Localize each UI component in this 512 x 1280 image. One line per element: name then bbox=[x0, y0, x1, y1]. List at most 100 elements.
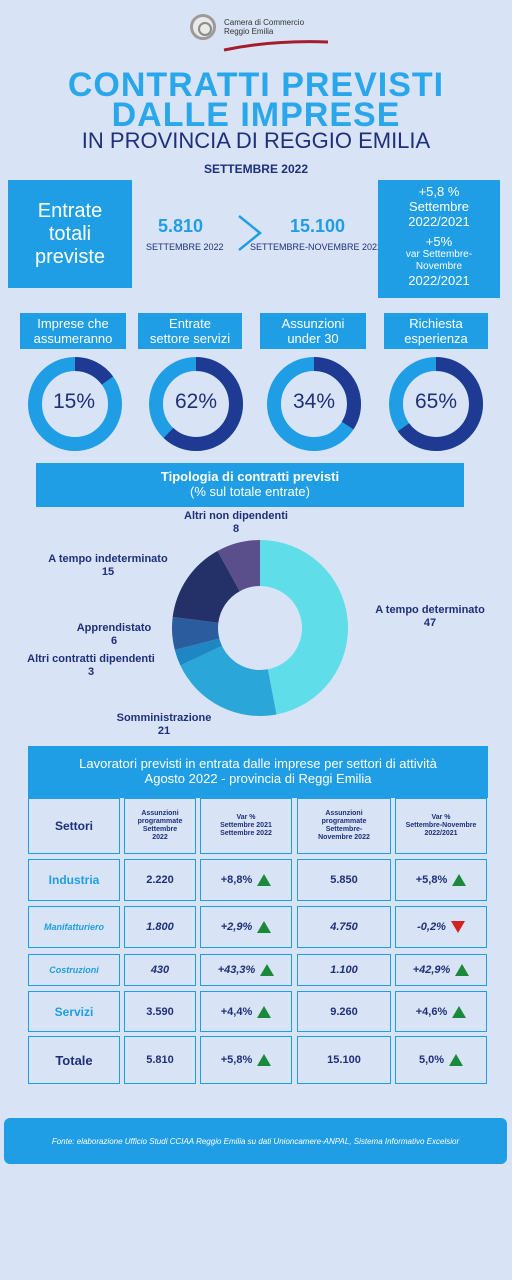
row-costruzioni-ass-sn: 1.100 bbox=[297, 954, 391, 986]
pie-slice-altri-contratti-dipendenti bbox=[174, 638, 222, 666]
entrate-value-setnov: 15.100 bbox=[290, 216, 346, 236]
pie-label-apprendistato: Apprendistato 6 bbox=[64, 622, 164, 648]
th-ass-set: Assunzioni programmate Settembre 2022 bbox=[124, 798, 196, 854]
pie-slice-somministrazione bbox=[180, 645, 277, 716]
row-costruzioni-ass-set: 430 bbox=[124, 954, 196, 986]
arrow-up-icon bbox=[452, 1005, 467, 1018]
footer-source: Fonte: elaborazione Ufficio Studi CCIAA … bbox=[4, 1118, 507, 1164]
pie-label-indeterminato: A tempo indeterminato 15 bbox=[38, 553, 178, 579]
kpi-label-line-1: Richiesta bbox=[409, 316, 463, 331]
pie-label-determinato: A tempo determinato 47 bbox=[360, 604, 500, 630]
kpi-label-line-1: Imprese che bbox=[37, 316, 109, 331]
pie-label-altri-dipendenti: Altri contratti dipendenti 3 bbox=[16, 653, 166, 679]
kpi-label-line-2: under 30 bbox=[287, 331, 339, 346]
var1-value: +5,8 % bbox=[418, 184, 460, 199]
entrate-label-setnov: SETTEMBRE-NOVEMBRE 2022 bbox=[250, 242, 383, 252]
row-industria-ass-set: 2.220 bbox=[124, 859, 196, 901]
row-totale-var-set: +5,8% bbox=[200, 1036, 292, 1084]
table-title: Lavoratori previsti in entrata dalle imp… bbox=[28, 746, 488, 798]
th-ass-sn: Assunzioni programmate Settembre- Novembre … bbox=[297, 798, 391, 854]
kpi-ring-fill-imprese bbox=[28, 357, 122, 451]
kpi-label-line-1: Entrate bbox=[169, 316, 211, 331]
kpi-pct-servizi: 62% bbox=[174, 390, 218, 413]
logo: Camera di Commercio Reggio Emilia bbox=[190, 12, 340, 54]
arrow-up-icon bbox=[257, 1005, 272, 1018]
kpi-label-servizi: Entrate settore servizi bbox=[138, 313, 242, 349]
arrow-up-icon bbox=[260, 964, 275, 976]
kpi-pct-under30: 34% bbox=[292, 390, 336, 413]
entrate-value-settembre: 5.810 bbox=[158, 216, 204, 236]
row-servizi-var-set: +4,4% bbox=[200, 991, 292, 1032]
row-industria-ass-sn: 5.850 bbox=[297, 859, 391, 901]
arrow-down-icon bbox=[450, 921, 465, 933]
chevron-right-icon bbox=[238, 215, 262, 251]
pie-label-value: 15 bbox=[101, 566, 115, 578]
pie-label-text: Somministrazione bbox=[116, 712, 212, 724]
row-costruzioni-name: Costruzioni bbox=[28, 954, 120, 986]
var2-line-1: var Settembre- bbox=[405, 249, 473, 260]
pie-label-text: Altri non dipendenti bbox=[184, 510, 288, 522]
pie-label-text: Apprendistato bbox=[76, 622, 152, 634]
donut-chart bbox=[172, 540, 349, 716]
seal-icon bbox=[190, 14, 216, 40]
report-date: SETTEMBRE 2022 bbox=[203, 162, 309, 176]
swoosh-icon bbox=[223, 40, 329, 52]
th-var-set: Var % Settembre 2021 Settembre 2022 bbox=[200, 798, 292, 854]
row-costruzioni-var-sn: +42,9% bbox=[395, 954, 487, 986]
row-totale-name: Totale bbox=[28, 1036, 120, 1084]
kpi-label-line-2: esperienza bbox=[404, 331, 468, 346]
logo-line-1: Camera di Commercio bbox=[224, 18, 305, 27]
pie-label-value: 21 bbox=[157, 725, 171, 737]
pie-label-value: 3 bbox=[87, 666, 95, 678]
row-servizi-var-sn: +4,6% bbox=[395, 991, 487, 1032]
pie-label-text: A tempo determinato bbox=[375, 604, 485, 616]
kpi-label-line-1: Assunzioni bbox=[281, 316, 345, 331]
kpi-pct-imprese: 15% bbox=[52, 390, 96, 413]
title-line-3: IN PROVINCIA DI REGGIO EMILIA bbox=[81, 128, 431, 153]
pie-label-text: A tempo indeterminato bbox=[48, 553, 168, 565]
row-manifatturiero-ass-sn: 4.750 bbox=[297, 906, 391, 948]
row-servizi-name: Servizi bbox=[28, 991, 120, 1032]
row-servizi-ass-sn: 9.260 bbox=[297, 991, 391, 1032]
table-title-line-2: Agosto 2022 - provincia di Reggi Emilia bbox=[144, 771, 372, 786]
pie-slice-a-tempo-determinato bbox=[260, 540, 349, 715]
logo-text: Camera di Commercio Reggio Emilia bbox=[224, 18, 304, 36]
entrate-box-line-2: totali bbox=[48, 223, 92, 245]
row-industria-name: Industria bbox=[28, 859, 120, 901]
var1-line-1: Settembre bbox=[409, 199, 469, 214]
var2-line-3: 2022/2021 bbox=[408, 273, 470, 288]
arrow-up-icon bbox=[257, 874, 272, 886]
kpi-label-line-2: settore servizi bbox=[149, 331, 231, 346]
entrate-box-line-1: Entrate bbox=[37, 200, 103, 222]
row-costruzioni-var-set: +43,3% bbox=[200, 954, 292, 986]
arrow-up-icon bbox=[257, 1054, 272, 1066]
pie-title-line-1: Tipologia di contratti previsti bbox=[160, 469, 340, 484]
pie-title-line-2: (% sul totale entrate) bbox=[190, 484, 310, 499]
kpi-label-esperienza: Richiesta esperienza bbox=[384, 313, 488, 349]
kpi-ring-fill-under30 bbox=[267, 357, 361, 451]
entrate-box-line-3: previste bbox=[34, 246, 106, 268]
entrate-label-settembre: SETTEMBRE 2022 bbox=[146, 242, 224, 252]
arrow-up-icon bbox=[257, 921, 272, 933]
row-industria-var-sn: +5,8% bbox=[395, 859, 487, 901]
kpi-rings bbox=[28, 357, 483, 451]
var2-line-2: Novembre bbox=[415, 261, 463, 272]
kpi-label-under30: Assunzioni under 30 bbox=[260, 313, 366, 349]
row-totale-ass-sn: 15.100 bbox=[297, 1036, 391, 1084]
row-servizi-ass-set: 3.590 bbox=[124, 991, 196, 1032]
pie-label-value: 8 bbox=[232, 523, 240, 535]
pie-label-text: Altri contratti dipendenti bbox=[27, 653, 155, 665]
row-manifatturiero-var-sn: -0,2% bbox=[395, 906, 487, 948]
pie-label-value: 47 bbox=[423, 617, 437, 629]
pie-slice-altri-non-dipendenti bbox=[217, 540, 260, 592]
pie-slice-a-tempo-indeterminato bbox=[172, 550, 240, 623]
row-totale-ass-set: 5.810 bbox=[124, 1036, 196, 1084]
arrow-up-icon bbox=[455, 964, 470, 976]
row-manifatturiero-ass-set: 1.800 bbox=[124, 906, 196, 948]
th-settori: Settori bbox=[28, 798, 120, 854]
th-var-sn: Var % Settembre-Novembre 2022/2021 bbox=[395, 798, 487, 854]
kpi-ring-fill-servizi bbox=[149, 357, 243, 451]
arrow-up-icon bbox=[452, 874, 467, 886]
row-totale-var-sn: 5,0% bbox=[395, 1036, 487, 1084]
logo-line-2: Reggio Emilia bbox=[224, 27, 274, 36]
